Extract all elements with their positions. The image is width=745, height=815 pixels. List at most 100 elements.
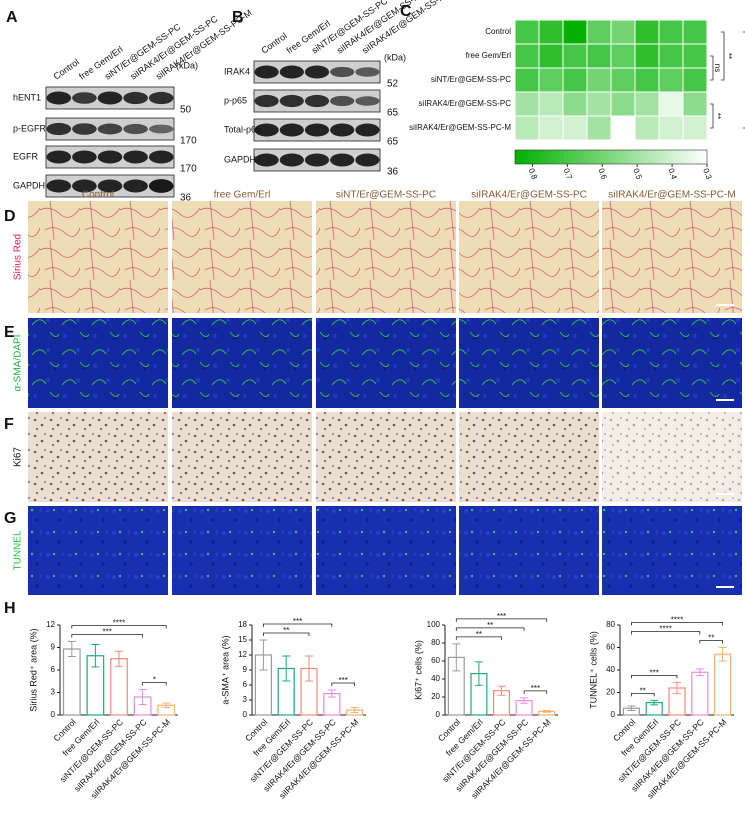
significance-bracket [455, 618, 548, 622]
panel-letter: H [4, 600, 16, 617]
blot-band [46, 179, 72, 193]
row-label: α-SMA/DAPI [13, 335, 24, 392]
y-tick-label: 60 [606, 643, 615, 652]
significance-bracket [699, 640, 723, 644]
y-tick-label: 0 [436, 710, 441, 719]
blot-band [72, 150, 97, 164]
blot-band [148, 150, 174, 164]
significance-bracket [631, 674, 678, 679]
micrograph [459, 201, 599, 313]
micrograph [172, 201, 312, 313]
error-bar [350, 707, 359, 713]
heatmap-cell [682, 67, 708, 93]
y-axis-label: a-SMA⁺ area (%) [220, 635, 230, 704]
blot-band [123, 123, 148, 135]
micrograph [172, 318, 312, 408]
error-bar [115, 650, 123, 667]
heatmap-cell [682, 91, 708, 117]
heatmap-cell [634, 91, 660, 117]
blot-band [254, 123, 279, 137]
significance-label: *** [497, 612, 506, 621]
error-bar [718, 647, 727, 662]
significance-label: *** [650, 668, 659, 677]
colorbar [514, 149, 708, 165]
heatmap-row-label: siNT/Er@GEM-SS-PC [431, 75, 511, 84]
y-axis-label: Ki67⁺ cells (%) [413, 640, 423, 700]
kda-value: 170 [180, 164, 197, 175]
bar [110, 658, 128, 716]
heatmap-cell [514, 19, 540, 45]
heatmap-cell [562, 19, 588, 45]
blot-band [254, 153, 279, 167]
y-tick-label: 40 [606, 665, 615, 674]
y-tick-label: 20 [431, 692, 440, 701]
significance-bracket [71, 625, 167, 629]
heatmap-cell [538, 91, 564, 117]
significance-label: ** [487, 621, 493, 630]
y-tick-label: 3 [51, 688, 56, 697]
significance-bracket [71, 634, 143, 638]
column-header: siIRAK4/Er@GEM-SS-PC-M [608, 190, 735, 201]
blot-row-label: EGFR [13, 151, 39, 161]
kda-value: 170 [180, 136, 197, 147]
blot-band [72, 123, 97, 135]
panel-letter: A [6, 9, 18, 26]
micrograph [28, 201, 168, 313]
y-tick-label: 12 [46, 620, 55, 629]
micrograph [602, 412, 742, 502]
significance-bracket [331, 682, 355, 686]
heatmap-cell [538, 19, 564, 45]
micrograph [316, 318, 456, 408]
significance-bracket [710, 103, 714, 129]
kda-value: 52 [387, 79, 399, 90]
blot-band [330, 66, 355, 78]
significance-bracket [142, 682, 167, 686]
heatmap-cell [514, 91, 540, 117]
colorbar-tick-label: 0.6 [597, 167, 609, 181]
blot-band [97, 150, 123, 164]
micrograph [316, 201, 456, 313]
heatmap-cell [562, 115, 588, 141]
error-bar [627, 705, 636, 711]
column-header: free Gem/Erl [214, 190, 271, 201]
blot-band [148, 179, 174, 193]
error-bar [67, 641, 76, 657]
panel-letter: C [400, 3, 412, 20]
heatmap-cell [514, 67, 540, 93]
blot-band [123, 91, 148, 105]
y-tick-label: 9 [243, 665, 248, 674]
significance-label: **** [671, 616, 683, 625]
y-tick-label: 60 [431, 656, 440, 665]
blot-band [148, 124, 174, 134]
y-tick-label: 40 [431, 674, 440, 683]
significance-bracket [710, 55, 714, 81]
y-tick-label: 18 [238, 620, 247, 629]
significance-bracket [523, 690, 548, 694]
y-tick-label: 12 [238, 650, 247, 659]
y-tick-label: 6 [51, 665, 56, 674]
significance-label: ** [283, 626, 289, 635]
kda-value: 50 [180, 105, 192, 116]
error-bar [282, 655, 291, 682]
significance-bracket [263, 632, 310, 636]
heatmap-cell [610, 91, 636, 117]
micrograph [172, 506, 312, 595]
blot-band [254, 94, 279, 108]
error-bar [673, 681, 681, 695]
micrograph [316, 412, 456, 502]
significance-label: **** [113, 619, 125, 628]
y-tick-label: 80 [606, 620, 615, 629]
heatmap-cell [514, 43, 540, 69]
heatmap-cell [514, 115, 540, 141]
heatmap-cell [586, 43, 612, 69]
micrograph [602, 201, 742, 313]
error-bar [695, 668, 704, 677]
colorbar-tick-label: 0.8 [527, 167, 539, 181]
heatmap-cell [658, 91, 684, 117]
error-bar [650, 699, 659, 706]
significance-bracket [721, 31, 725, 81]
bar [691, 671, 709, 716]
blot-row-label: p-p65 [224, 95, 247, 105]
significance-label: * [153, 676, 156, 685]
